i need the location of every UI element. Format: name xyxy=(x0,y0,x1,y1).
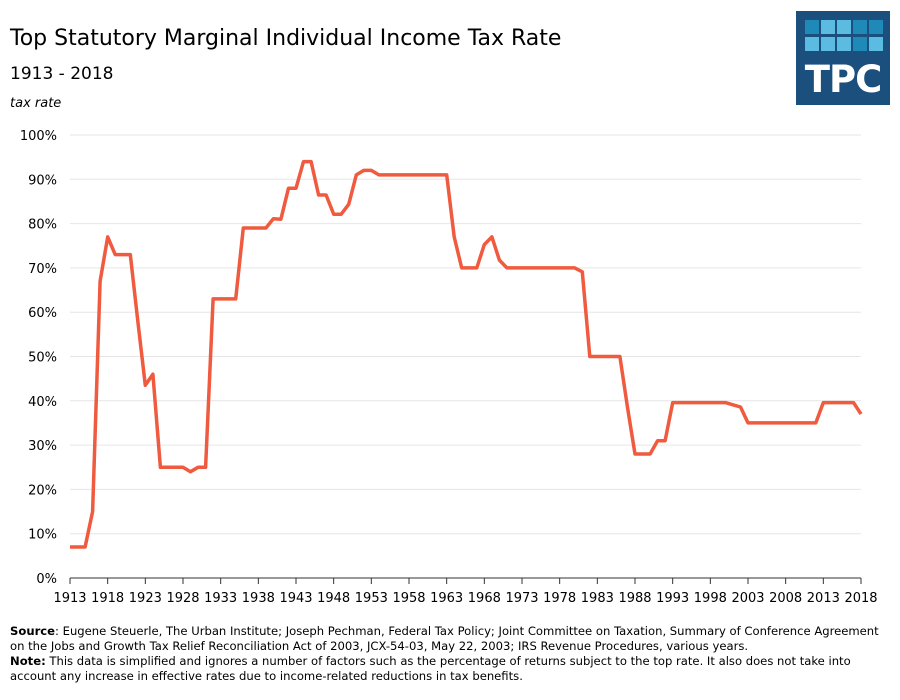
logo-square xyxy=(853,37,867,51)
y-tick-label: 80% xyxy=(28,218,57,233)
x-tick-label: 1923 xyxy=(129,591,162,606)
y-tick-label: 90% xyxy=(28,173,57,188)
y-tick-label: 100% xyxy=(20,129,57,144)
x-tick-label: 2013 xyxy=(807,591,840,606)
logo-square xyxy=(821,20,835,34)
x-tick-label: 1943 xyxy=(279,591,312,606)
x-tick-label: 2003 xyxy=(731,591,764,606)
y-tick-label: 10% xyxy=(28,528,57,543)
footer: Source: Eugene Steuerle, The Urban Insti… xyxy=(10,624,890,684)
note-label: Note: xyxy=(10,654,46,668)
x-tick-label: 1978 xyxy=(543,591,576,606)
source-label: Source xyxy=(10,624,56,638)
y-tick-label: 20% xyxy=(28,483,57,498)
chart-title: Top Statutory Marginal Individual Income… xyxy=(10,26,562,51)
x-tick-label: 2008 xyxy=(769,591,802,606)
x-tick-label: 1938 xyxy=(242,591,275,606)
logo-square xyxy=(837,20,851,34)
y-tick-label: 60% xyxy=(28,306,57,321)
x-tick-label: 1993 xyxy=(656,591,689,606)
y-tick-label: 40% xyxy=(28,395,57,410)
rate-line xyxy=(70,159,863,549)
logo-square xyxy=(837,37,851,51)
x-tick-label: 1928 xyxy=(166,591,199,606)
logo-text: TPC xyxy=(804,58,883,101)
x-tick-label: 1998 xyxy=(694,591,727,606)
y-tick-label: 50% xyxy=(28,351,57,366)
y-axis-label: tax rate xyxy=(10,96,62,111)
x-tick-label: 1973 xyxy=(505,591,538,606)
logo-square xyxy=(869,37,883,51)
x-tick-label: 1913 xyxy=(53,591,86,606)
x-tick-label: 1933 xyxy=(204,591,237,606)
tpc-logo: TPC xyxy=(796,11,890,105)
y-tick-label: 30% xyxy=(28,439,57,454)
logo-square xyxy=(805,20,819,34)
logo-square xyxy=(821,37,835,51)
x-tick-label: 1968 xyxy=(468,591,501,606)
logo-square xyxy=(853,20,867,34)
x-tick-label: 1988 xyxy=(618,591,651,606)
logo-square xyxy=(805,37,819,51)
x-tick-label: 1948 xyxy=(317,591,350,606)
x-tick-label: 1983 xyxy=(581,591,614,606)
logo-square xyxy=(869,20,883,34)
x-tick-label: 1958 xyxy=(392,591,425,606)
chart-subtitle: 1913 - 2018 xyxy=(10,64,114,84)
x-tick-label: 2018 xyxy=(844,591,877,606)
x-tick-label: 1953 xyxy=(355,591,388,606)
note-text: This data is simplified and ignores a nu… xyxy=(10,654,851,683)
y-tick-label: 0% xyxy=(36,572,57,587)
y-tick-label: 70% xyxy=(28,262,57,277)
line-chart: 0% 10% 20% 30% 40% 50% 60% 70% 80% 90% 100% 1913 191… xyxy=(20,129,878,606)
x-tick-label: 1918 xyxy=(91,591,124,606)
x-tick-label: 1963 xyxy=(430,591,463,606)
source-text: : Eugene Steuerle, The Urban Institute; … xyxy=(10,624,879,653)
